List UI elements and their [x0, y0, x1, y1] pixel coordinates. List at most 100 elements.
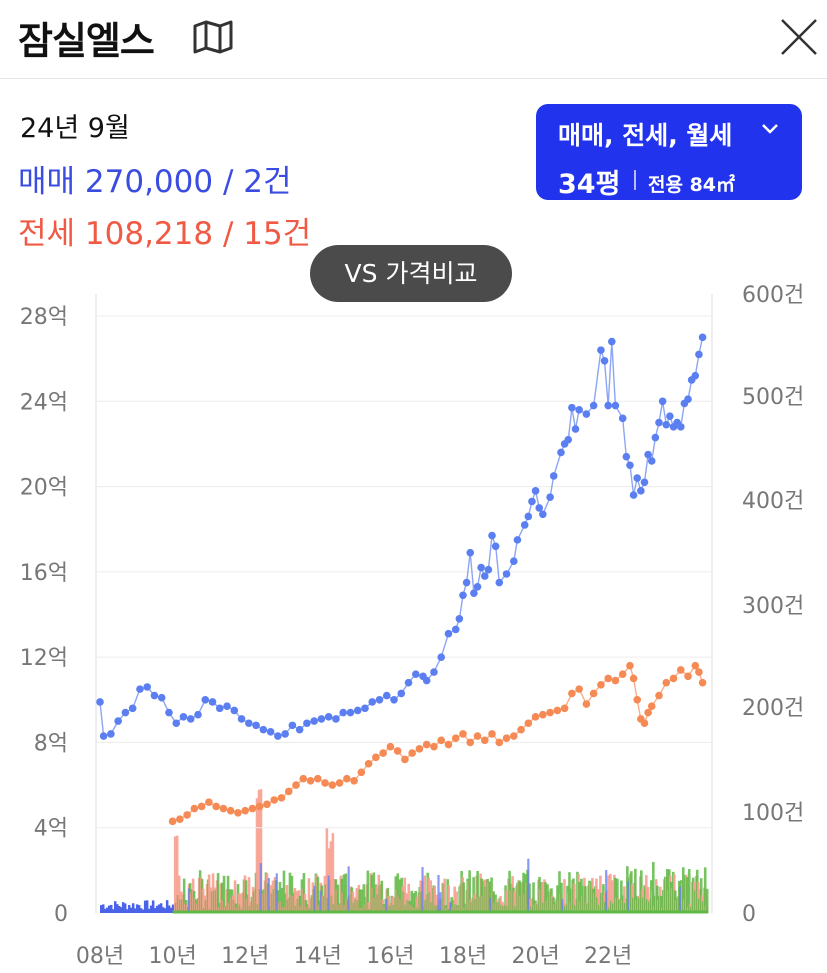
volume-bar	[123, 903, 127, 913]
volume-bar	[678, 886, 682, 913]
volume-bar	[499, 896, 502, 913]
volume-bar	[532, 882, 535, 913]
y-right-tick-label: 500건	[742, 385, 804, 410]
x-tick-label: 20년	[511, 944, 559, 969]
volume-bar	[415, 896, 419, 913]
sale-point	[691, 371, 700, 380]
jeonse-point	[640, 719, 649, 728]
volume-bar	[151, 900, 155, 913]
volume-bar	[609, 873, 612, 913]
volume-bar	[161, 907, 165, 913]
volume-bar	[435, 894, 438, 913]
volume-bar	[696, 882, 700, 913]
jeonse-point	[306, 777, 315, 785]
map-icon[interactable]	[192, 20, 234, 54]
jeonse-point	[618, 670, 627, 678]
volume-bar	[329, 841, 333, 913]
jeonse-point	[277, 794, 286, 802]
volume-bar	[117, 905, 121, 913]
y-right-tick-label: 200건	[742, 696, 804, 721]
sale-point	[473, 582, 482, 591]
sale-point	[510, 557, 518, 565]
jeonse-point	[270, 796, 279, 804]
jeonse-point	[430, 742, 438, 751]
volume-bar	[556, 885, 559, 913]
sale-point	[430, 668, 438, 676]
jeonse-point	[695, 668, 703, 676]
volume-bar	[201, 888, 205, 913]
jeonse-point	[604, 674, 612, 683]
jeonse-point	[335, 779, 344, 787]
jeonse-point	[647, 702, 656, 710]
trade-types-label: 매매, 전세, 월세	[558, 121, 733, 150]
sale-point	[259, 725, 268, 734]
header: 잠실엘스	[0, 0, 827, 79]
sale-point	[604, 401, 612, 410]
volume-bar	[257, 789, 261, 913]
sale-point	[611, 401, 620, 410]
jeonse-point	[444, 740, 453, 749]
sale-point	[626, 461, 634, 470]
sale-point	[201, 695, 210, 704]
volume-bar	[656, 885, 659, 913]
volume-bar	[278, 881, 282, 913]
sale-point	[633, 474, 642, 482]
volume-bar	[304, 900, 308, 913]
vs-compare-button[interactable]: VS 가격비교	[310, 245, 512, 302]
sale-point	[531, 487, 540, 495]
volume-bar	[175, 835, 179, 913]
trade-type-filter-button[interactable]: 매매, 전세, 월세 34평 전용 84㎡	[536, 104, 802, 200]
sale-point	[266, 727, 275, 736]
jeonse-point	[676, 666, 685, 674]
volume-bar	[623, 886, 626, 913]
jeonse-point	[488, 730, 496, 738]
volume-bar	[226, 875, 230, 913]
volume-bar	[167, 905, 171, 913]
volume-bar	[276, 890, 280, 913]
sale-point	[477, 563, 485, 572]
jeonse-point	[292, 781, 300, 789]
sale-point	[114, 717, 122, 725]
sale-point	[557, 448, 565, 457]
volume-bar	[449, 902, 452, 913]
chevron-down-icon	[762, 124, 778, 134]
sale-point	[600, 356, 609, 365]
volume-bar	[105, 907, 109, 913]
volume-bar	[439, 892, 442, 913]
volume-bar	[342, 874, 346, 913]
volume-bar	[141, 909, 145, 913]
close-icon[interactable]	[776, 14, 822, 60]
jeonse-point	[234, 808, 242, 817]
sale-point	[651, 433, 660, 442]
sale-point	[397, 689, 406, 698]
volume-bar	[143, 900, 147, 913]
jeonse-point	[219, 804, 228, 813]
volume-bar	[685, 877, 689, 913]
volume-bar	[237, 893, 241, 913]
volume-bar	[627, 881, 630, 913]
volume-bar	[327, 875, 330, 913]
sale-point	[484, 565, 493, 574]
sale-point	[637, 487, 645, 495]
volume-bar	[659, 895, 663, 913]
volume-bar	[372, 872, 376, 913]
jeonse-point	[691, 661, 700, 670]
volume-bar	[282, 870, 286, 913]
jeonse-point	[241, 806, 249, 815]
volume-bar	[443, 878, 446, 913]
period-label: 24년 9월	[20, 113, 130, 144]
sale-point	[317, 715, 326, 723]
sale-point	[480, 572, 489, 580]
volume-bar	[131, 903, 135, 913]
volume-bar	[453, 886, 456, 913]
sale-point	[252, 721, 260, 730]
sale-point	[150, 691, 159, 700]
volume-bar	[244, 880, 248, 913]
jeonse-point	[597, 681, 605, 689]
volume-bar	[145, 900, 149, 913]
sale-point	[539, 510, 547, 519]
sale-point	[564, 435, 573, 444]
sale-point	[375, 695, 384, 704]
jeonse-point	[480, 736, 489, 745]
sale-point	[618, 414, 627, 423]
